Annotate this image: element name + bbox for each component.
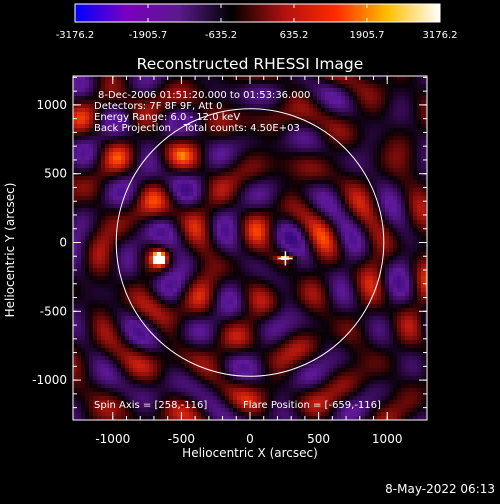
colorbar: -3176.2 -1905.7 -635.2 635.2 1905.7 3176.2 [56,4,458,41]
x-axis-label: Heliocentric X (arcsec) [182,446,318,460]
info-line-time: 8-Dec-2006 01:51:20.000 to 01:53:36.000 [98,90,310,101]
chart-title: Reconstructed RHESSI Image [137,55,364,73]
colorbar-tick-label: -1905.7 [129,30,168,41]
flare-position-label: Flare Position = [-659,-116] [243,400,381,411]
x-tick-label: 0 [246,432,254,446]
info-line-method: Back Projection Total counts: 4.50E+03 [94,123,300,134]
spin-axis-label: Spin Axis = [258,-116] [94,400,207,411]
colorbar-tick-label: 3176.2 [423,30,458,41]
info-line-detectors: Detectors: 7F 8F 9F, Att 0 [94,101,222,112]
y-tick-label: 1000 [36,98,67,112]
x-tick-label: 1000 [372,432,403,446]
y-tick-label: 500 [44,167,67,181]
x-tick-label: 500 [307,432,330,446]
colorbar-tick-label: -3176.2 [56,30,95,41]
y-tick-label: 0 [59,235,67,249]
y-axis-label: Heliocentric Y (arcsec) [3,183,17,318]
footer-timestamp: 8-May-2022 06:13 [385,482,495,496]
colorbar-gradient [75,4,440,22]
x-tick-label: -1000 [95,432,130,446]
y-tick-label: -500 [40,304,67,318]
colorbar-tick-label: -635.2 [205,30,237,41]
y-tick-label: -1000 [32,373,67,387]
info-line-energy: Energy Range: 6.0 - 12.0 keV [94,112,240,123]
colorbar-tick-label: 1905.7 [349,30,384,41]
x-tick-label: -500 [168,432,195,446]
colorbar-tick-label: 635.2 [280,30,309,41]
